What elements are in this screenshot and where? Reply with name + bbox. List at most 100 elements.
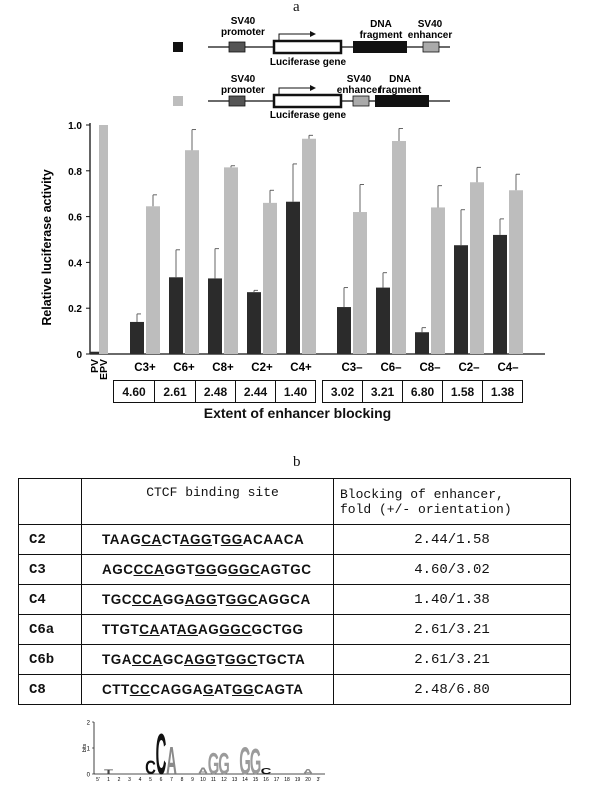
x-tick-label: C3+ <box>134 362 156 374</box>
x-tick-label: C6+ <box>173 362 195 374</box>
construct-diagrams: SV40 promoter Luciferase gene DNA fragme… <box>173 16 452 120</box>
sequence-segment-underlined: CCA <box>132 592 163 607</box>
site-name: C3 <box>18 554 82 585</box>
legend-swatch-light <box>173 96 183 106</box>
logo-y-tick-label: 2 <box>87 721 91 727</box>
y-tick-label: 0.2 <box>68 304 82 315</box>
construct-top: SV40 promoter Luciferase gene DNA fragme… <box>173 16 452 68</box>
bar-dark-7 <box>415 332 429 354</box>
sequence-segment-underlined: AGG <box>184 652 217 667</box>
construct-bottom: SV40 promoter Luciferase gene SV40 enhan… <box>173 74 450 120</box>
blocking-value: 4.60 <box>113 380 155 403</box>
blocking-value: 2.44 <box>235 380 276 403</box>
logo-position-label: 10 <box>200 777 206 783</box>
logo-position-label: 5 <box>149 777 152 783</box>
sequence-segment-underlined: GGC <box>219 622 252 637</box>
ctcf-row: C6b TGACCAGCAGGTGGCTGCTA 2.61/3.21 <box>18 644 571 675</box>
sequence-segment: GC <box>162 652 184 667</box>
panel-a-label: a <box>293 0 300 15</box>
x-tick-label: C4– <box>497 362 519 374</box>
sequence-segment: CT <box>161 532 180 547</box>
bar-light-9 <box>509 190 523 354</box>
blocking-fold: 2.48/6.80 <box>333 674 571 705</box>
sequence-segment-underlined: CA <box>141 532 162 547</box>
y-axis-title: Relative luciferase activity <box>40 169 54 325</box>
x-tick-label: C2+ <box>251 362 273 374</box>
logo-letter-g: G <box>250 741 262 781</box>
sequence-segment: AT <box>159 622 177 637</box>
luciferase-box-bottom <box>272 93 343 109</box>
blocking-value: 1.38 <box>482 380 523 403</box>
logo-y-tick-label: 1 <box>87 747 91 753</box>
sequence-segment: AG <box>198 622 220 637</box>
x-tick-label: C8+ <box>212 362 234 374</box>
blocking-value: 2.48 <box>195 380 236 403</box>
sequence-segment: T <box>217 592 226 607</box>
logo-letter-g: G <box>208 747 220 781</box>
transcription-arrow-top <box>278 33 310 42</box>
logo-letter-c: C <box>156 722 167 786</box>
binding-sequence: TGCCCAGGAGGTGGCAGGCA <box>81 584 334 615</box>
sequence-segment: GGT <box>164 562 195 577</box>
fragment-label-top-1: DNA <box>370 19 392 30</box>
logo-y-label: bits <box>82 743 88 752</box>
fragment-box-top <box>353 41 407 53</box>
sequence-segment: G <box>217 562 229 577</box>
sequence-segment: GG <box>162 592 185 607</box>
ctcf-row: C2 TAAGCACTAGGTGGACAACA 2.44/1.58 <box>18 524 571 555</box>
x-tick-label: EPV <box>98 359 110 380</box>
luciferase-label-top: Luciferase gene <box>270 57 347 68</box>
luciferase-label-bottom: Luciferase gene <box>270 110 347 120</box>
blocking-extent-row: 4.60 2.61 2.48 2.44 1.40 3.02 3.21 6.80 1.58 1.38 <box>113 380 523 403</box>
bar-dark-1 <box>169 277 183 354</box>
logo-letter-t: T <box>104 769 113 776</box>
sequence-segment: GCTGG <box>251 622 304 637</box>
sequence-segment: T <box>212 532 221 547</box>
logo-position-label: 11 <box>211 777 216 783</box>
blocking-value: 6.80 <box>402 380 443 403</box>
sequence-segment: CAGTA <box>254 682 304 697</box>
sequence-segment: TAAG <box>102 532 142 547</box>
sequence-segment: TGC <box>102 592 132 607</box>
sequence-segment: ACAACA <box>242 532 305 547</box>
logo-position-label: 3' <box>317 777 321 783</box>
logo-y-tick-label: 0 <box>87 773 91 779</box>
sequence-segment: TGCTA <box>257 652 306 667</box>
logo-position-label: 14 <box>242 777 248 783</box>
header-binding-site: CTCF binding site <box>81 478 334 525</box>
bar-control-pv <box>90 351 99 354</box>
sequence-segment-underlined: CCA <box>133 562 165 577</box>
bar-light-2 <box>224 167 238 354</box>
blocking-fold: 2.44/1.58 <box>333 524 571 555</box>
sequence-segment-underlined: CC <box>129 682 151 697</box>
ctcf-binding-table: CTCF binding site Blocking of enhancer, … <box>18 478 571 705</box>
logo-position-label: 5' <box>96 777 100 783</box>
bar-light-7 <box>431 207 445 354</box>
transcription-arrow-bottom <box>278 87 310 96</box>
x-tick-label: C4+ <box>290 362 312 374</box>
logo-position-label: 3 <box>128 777 131 783</box>
header-blocking: Blocking of enhancer, fold (+/- orientat… <box>333 478 571 525</box>
sequence-segment-underlined: AGG <box>184 592 218 607</box>
promoter-label-top-2: promoter <box>221 27 265 38</box>
logo-position-label: 6 <box>160 777 163 783</box>
sequence-segment-underlined: CA <box>139 622 160 637</box>
logo-letter-g: G <box>239 740 251 784</box>
logo-letter-a: A <box>166 740 177 784</box>
logo-position-label: 2 <box>118 777 121 783</box>
bar-dark-8 <box>454 245 468 354</box>
x-tick-label: C8– <box>419 362 441 374</box>
bar-light-4 <box>302 138 316 354</box>
bar-dark-5 <box>337 307 351 354</box>
ctcf-row: C8 CTTCCCAGGAGATGGCAGTA 2.48/6.80 <box>18 674 571 705</box>
logo-position-label: 9 <box>191 777 194 783</box>
blocking-value: 3.02 <box>322 380 363 403</box>
blocking-value: 1.40 <box>275 380 316 403</box>
blocking-value: 2.61 <box>154 380 196 403</box>
enhancer-label-bottom-2: enhancer <box>337 85 382 96</box>
logo-position-label: 20 <box>305 777 311 783</box>
logo-position-label: 12 <box>221 777 227 783</box>
logo-position-label: 13 <box>232 777 238 783</box>
x-tick-label: PV <box>89 359 101 373</box>
luciferase-box-top <box>272 39 343 55</box>
